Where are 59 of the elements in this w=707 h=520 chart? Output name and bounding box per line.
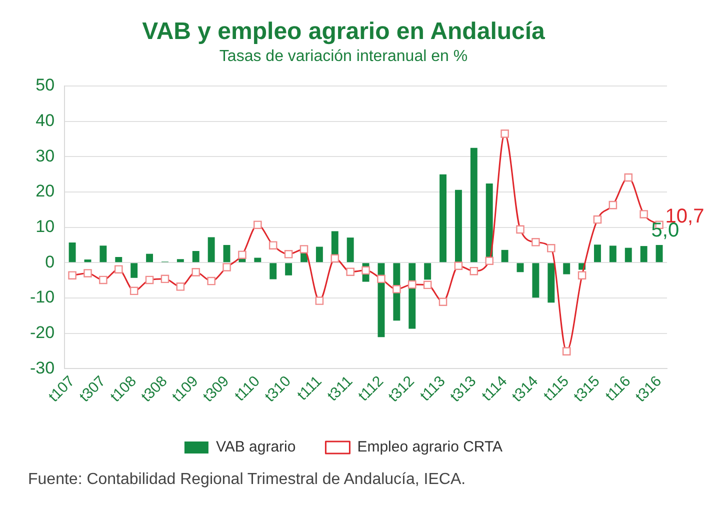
bar	[100, 246, 107, 262]
x-tick-label: t314	[508, 372, 542, 406]
bar	[594, 244, 601, 262]
bar	[223, 244, 230, 262]
bar	[130, 263, 138, 278]
x-tick-label: t309	[200, 372, 233, 406]
chart-title: VAB y empleo agrario en Andalucía	[142, 18, 546, 46]
y-tick-label: 40	[36, 111, 55, 130]
x-tick-label: t110	[232, 372, 264, 405]
bar	[624, 248, 632, 262]
legend-label: VAB agrario	[216, 438, 296, 456]
legend-label: Empleo agrario CRTA	[357, 438, 503, 456]
y-tick-label: 50	[36, 76, 55, 95]
y-tick-label: 20	[36, 182, 55, 201]
bar	[532, 263, 540, 298]
y-tick-label: -10	[30, 288, 55, 307]
bar	[176, 259, 184, 262]
x-tick-label: t112	[355, 372, 387, 405]
x-tick-label: t108	[107, 372, 140, 406]
chart-subtitle: Tasas de variación interanual en %	[219, 48, 468, 65]
bar	[609, 246, 616, 262]
x-tick-label: t313	[447, 372, 480, 406]
bar	[640, 246, 648, 262]
x-tick-label: t114	[478, 372, 511, 405]
bar	[270, 263, 277, 280]
bar	[563, 263, 570, 274]
bar	[208, 237, 215, 262]
source-note: Fuente: Contabilidad Regional Trimestral de Andalucía, IECA.	[28, 470, 467, 489]
x-tick-label: t316	[632, 372, 666, 406]
bar	[115, 256, 122, 262]
x-tick-label: t308	[138, 372, 171, 406]
bar	[656, 244, 663, 262]
x-tick-label: t116	[602, 372, 634, 405]
bar	[68, 242, 76, 262]
y-tick-label: 10	[36, 217, 55, 236]
x-tick-label: t311	[324, 372, 356, 405]
x-tick-label: t310	[262, 372, 294, 406]
bar	[440, 174, 446, 262]
x-tick-label: t113	[416, 372, 449, 405]
bar	[192, 250, 200, 262]
bar	[548, 263, 555, 303]
y-tick-label: -30	[30, 358, 55, 378]
x-tick-label: t111	[294, 372, 326, 404]
bar	[285, 263, 292, 276]
y-tick-label: -20	[30, 322, 55, 342]
bar	[146, 254, 154, 262]
bar	[501, 250, 508, 262]
x-tick-label: t115	[540, 372, 572, 405]
bar	[346, 238, 354, 262]
bar	[454, 190, 462, 262]
y-tick-label: 30	[36, 146, 55, 166]
bar	[516, 263, 524, 272]
x-tick-label: t312	[385, 372, 418, 406]
x-tick-label: t109	[168, 372, 202, 406]
bar	[424, 263, 432, 280]
y-tick-label: 0	[45, 252, 55, 272]
bar	[254, 258, 262, 262]
bar	[316, 246, 323, 262]
bar	[470, 148, 478, 262]
